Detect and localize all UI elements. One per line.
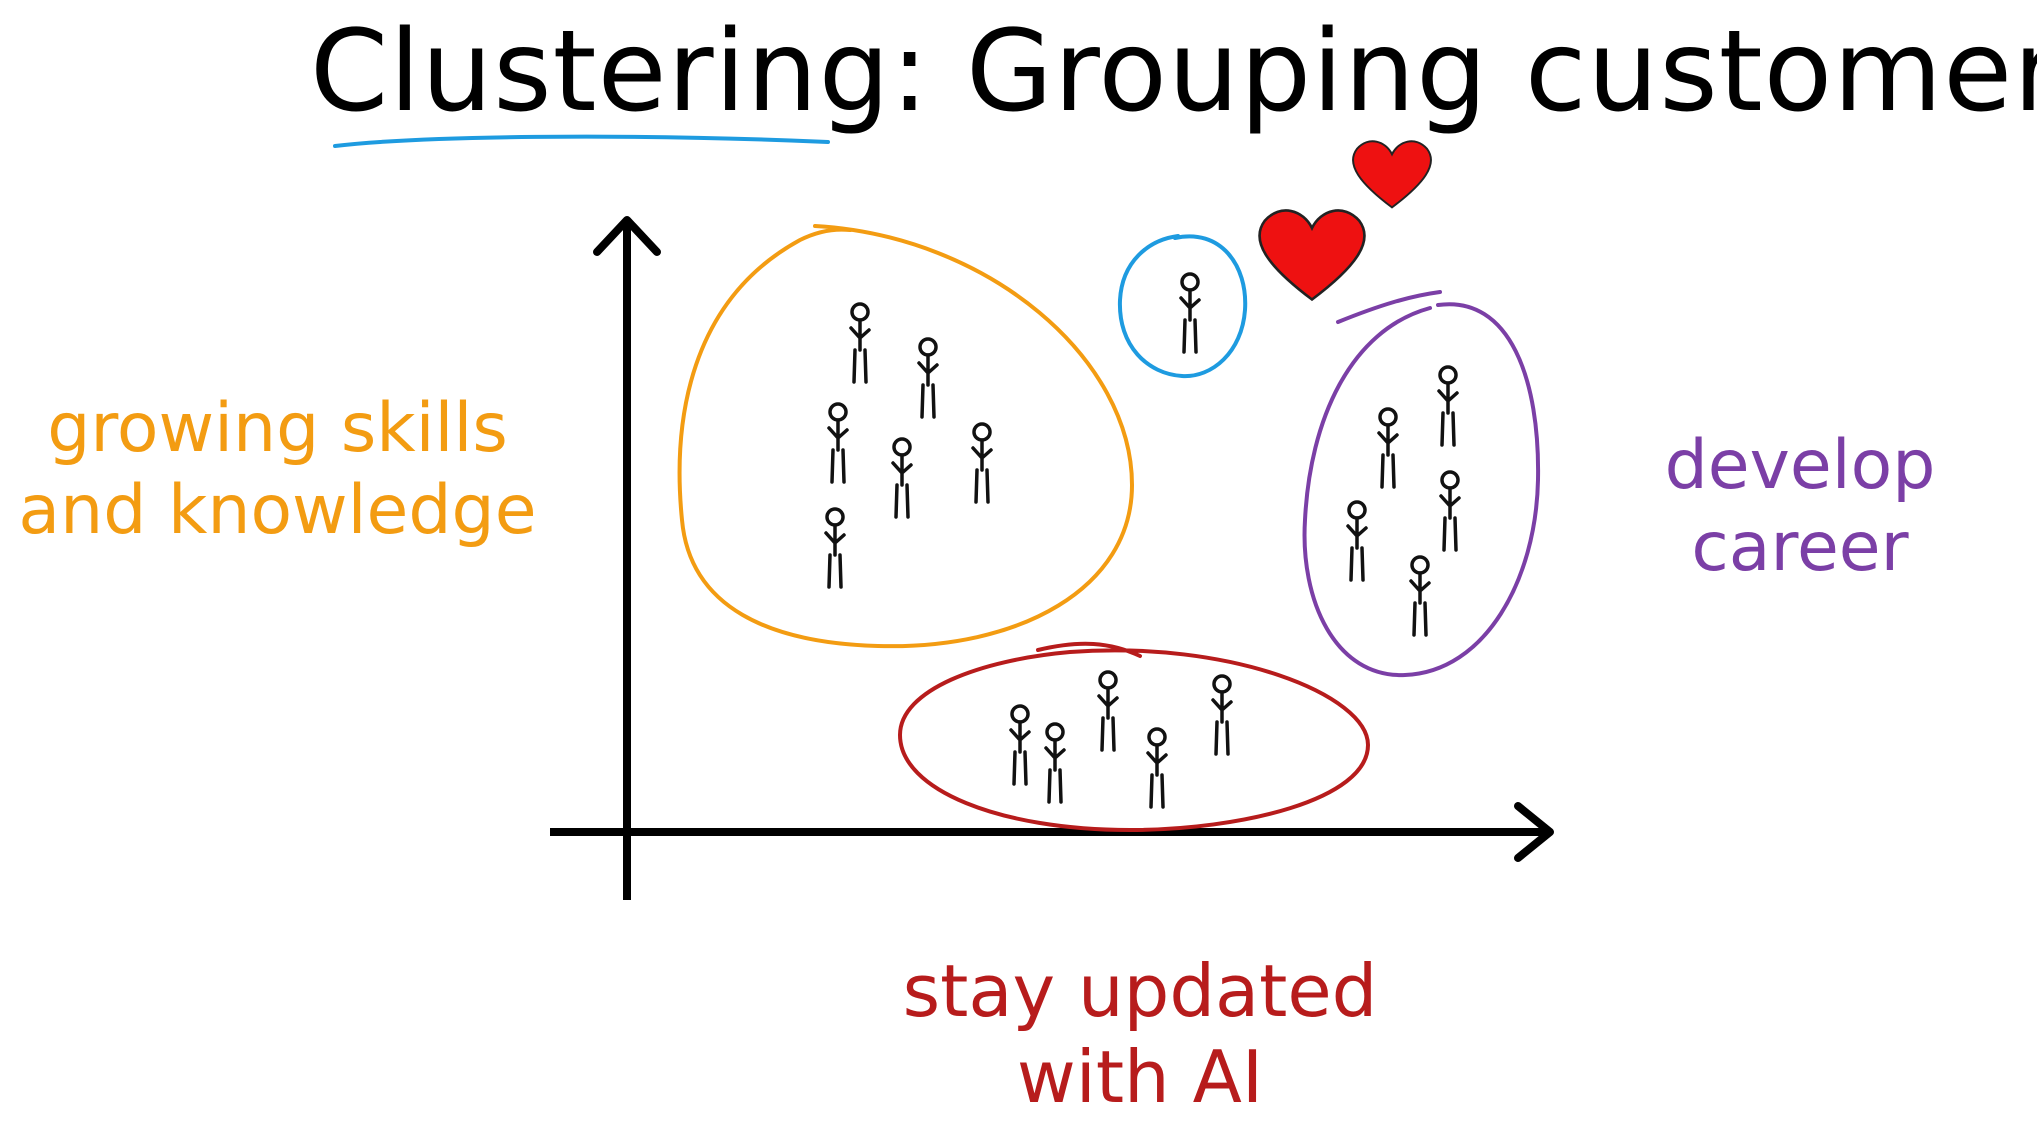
label-line: career [1691,507,1909,587]
person-icon [1146,727,1168,809]
cluster-orange [677,224,1135,649]
person-icon [849,302,871,384]
cluster-purple [1302,290,1541,678]
person-icon [827,402,849,484]
y-axis-arrowhead [593,216,661,256]
person-icon [1439,470,1461,552]
label-growing-skills: growing skills and knowledge [0,388,555,551]
cluster-blue [1117,234,1248,379]
person-icon [1346,500,1368,582]
label-line: growing skills [47,389,508,468]
person-icon [824,507,846,589]
person-icon [1009,704,1031,786]
person-icon [1437,365,1459,447]
diagram-title: Clustering: Grouping customers [310,7,2037,137]
heart-icon [1352,140,1432,209]
cluster-red-outline [897,641,1371,833]
person-icon [891,437,913,519]
person-icon [917,337,939,419]
label-line: develop [1664,426,1936,505]
label-line: with AI [1016,1035,1264,1120]
label-line: and knowledge [18,470,537,550]
heart-icon [1258,209,1366,301]
title-underline [333,134,830,148]
person-icon [971,422,993,504]
person-icon [1377,407,1399,489]
cluster-orange-outline [677,224,1135,649]
axes [550,216,1554,900]
cluster-purple-outline [1302,290,1541,678]
hearts [1258,140,1432,301]
x-axis-arrowhead [1514,802,1554,862]
person-icon [1179,272,1201,354]
person-icon [1409,555,1431,637]
label-stay-updated: stay updated with AI [860,948,1420,1121]
person-icon [1211,674,1233,756]
cluster-blue-outline [1117,234,1248,379]
person-icon [1097,670,1119,752]
label-line: stay updated [902,949,1378,1033]
label-develop-career: develop career [1620,425,1980,588]
cluster-red [897,641,1371,833]
person-icon [1044,722,1066,804]
